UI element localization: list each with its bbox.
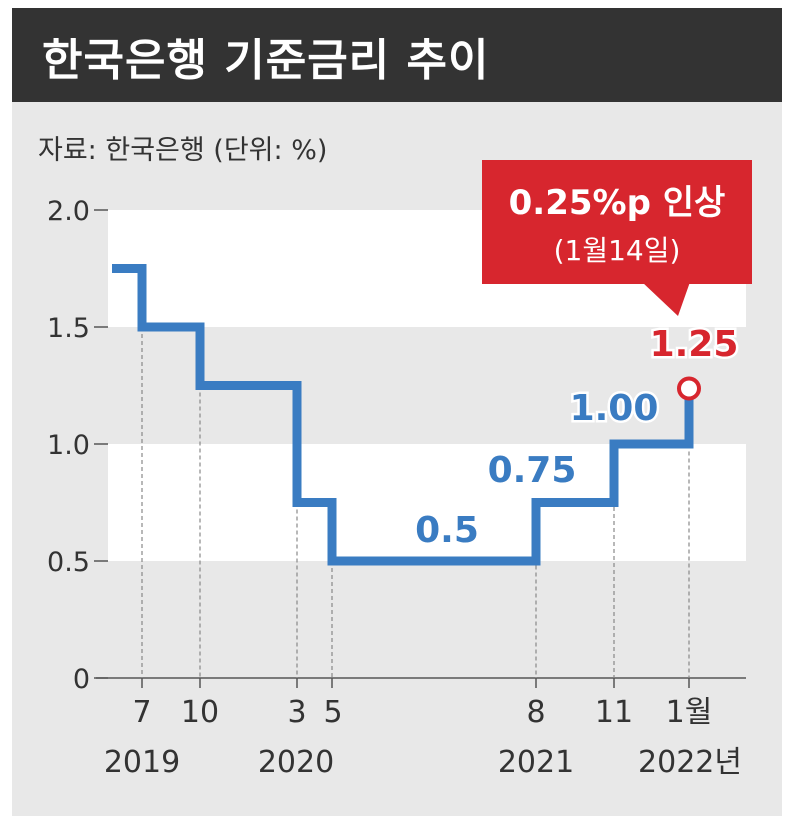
- title-bar: 한국은행 기준금리 추이: [12, 8, 782, 102]
- y-tick-label-3: 1.5: [47, 313, 90, 344]
- chart-panel: 한국은행 기준금리 추이 자료: 한국은행 (단위: %): [12, 8, 782, 816]
- x-year-label-2: 2021: [498, 745, 574, 780]
- callout-pointer: [642, 282, 690, 316]
- data-label-2022-01: 1.25: [650, 324, 739, 365]
- x-month-label-0: 7: [132, 695, 151, 730]
- callout-headline: 0.25%p 인상: [509, 183, 726, 223]
- data-label-2021-08: 0.75: [488, 450, 577, 491]
- series-line: [112, 264, 694, 566]
- callout-box: [482, 160, 752, 284]
- x-year-label-3: 2022년: [638, 745, 742, 780]
- callout-date: (1월14일): [554, 234, 681, 267]
- data-label-2020-05: 0.5: [415, 510, 479, 551]
- point-marker-2022-01: [677, 376, 701, 401]
- band-0: [108, 444, 746, 561]
- x-month-label-1: 10: [181, 695, 219, 730]
- x-month-label-5: 11: [595, 695, 633, 730]
- y-tick-label-1: 0.5: [47, 547, 90, 578]
- x-month-label-6: 1월: [666, 695, 713, 730]
- y-tick-label-4: 2.0: [47, 196, 90, 227]
- x-year-label-1: 2020: [258, 745, 334, 780]
- x-month-label-3: 5: [323, 695, 342, 730]
- y-tick-label-2: 1.0: [47, 430, 90, 461]
- x-month-label-4: 8: [526, 695, 545, 730]
- x-year-label-0: 2019: [104, 745, 180, 780]
- y-tick-label-0: 0: [73, 664, 90, 695]
- chart-title: 한국은행 기준금리 추이: [42, 35, 490, 86]
- x-month-label-2: 3: [287, 695, 306, 730]
- data-label-2021-11: 1.00: [570, 388, 659, 429]
- source-note: 자료: 한국은행 (단위: %): [38, 135, 328, 166]
